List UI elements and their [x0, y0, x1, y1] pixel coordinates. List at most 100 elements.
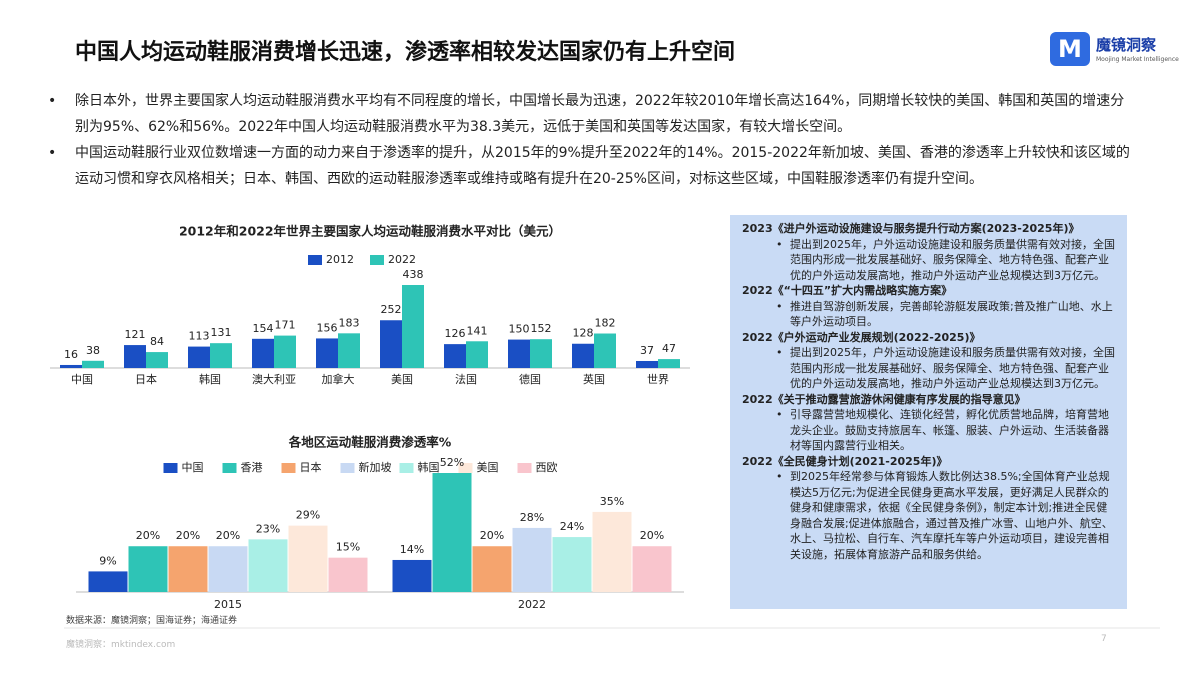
- bar: [248, 539, 288, 592]
- x-tick-label: 2015: [214, 598, 242, 611]
- bar: [168, 546, 208, 592]
- data-label: 183: [339, 316, 360, 329]
- bar: [512, 527, 552, 592]
- data-label: 154: [253, 322, 274, 335]
- bar: [82, 360, 104, 368]
- data-label: 23%: [256, 522, 280, 535]
- bar: [88, 571, 128, 592]
- bar: [188, 346, 210, 368]
- x-tick-label: 2022: [518, 598, 546, 611]
- timeline-item: 2022《“十四五”扩大内需战略实施方案》推进自驾游创新发展，完善邮轮游艇发展政…: [742, 283, 1117, 330]
- legend-swatch: [340, 463, 355, 473]
- bar: [432, 473, 472, 592]
- legend-label: 2022: [388, 253, 416, 266]
- data-label: 84: [150, 335, 164, 348]
- timeline-title: 《全民健身计划(2021-2025年)》: [772, 454, 948, 468]
- x-tick-label: 法国: [455, 372, 477, 386]
- timeline-title: 《关于推动露营旅游休闲健康有序发展的指导意见》: [772, 392, 1026, 406]
- timeline-title: 《“十四五”扩大内需战略实施方案》: [772, 284, 953, 297]
- bar: [444, 344, 466, 368]
- chart-title: 各地区运动鞋服消费渗透率%: [288, 435, 452, 450]
- page-number: 7: [1101, 634, 1107, 644]
- bullet-list: 除日本外，世界主要国家人均运动鞋服消费水平均有不同程度的增长，中国增长最为迅速，…: [48, 88, 1138, 192]
- bar: [392, 559, 432, 592]
- legend-swatch: [281, 463, 296, 473]
- bar: [592, 511, 632, 592]
- timeline-heading: 2022《关于推动露营旅游休闲健康有序发展的指导意见》: [742, 392, 1117, 408]
- x-tick-label: 加拿大: [322, 372, 355, 386]
- x-tick-label: 德国: [519, 372, 541, 386]
- data-label: 37: [640, 344, 654, 357]
- bar: [208, 546, 248, 592]
- data-label: 171: [275, 319, 296, 332]
- bar: [380, 320, 402, 368]
- timeline-text: 引导露营营地规模化、连锁化经营，孵化优质营地品牌，培育营地龙头企业。鼓励支持旅居…: [742, 407, 1117, 454]
- legend-swatch: [222, 463, 237, 473]
- bar: [636, 360, 658, 368]
- data-label: 438: [403, 268, 424, 281]
- data-label: 15%: [336, 541, 360, 554]
- timeline-year: 2022: [742, 284, 773, 297]
- legend-label: 中国: [182, 461, 204, 474]
- policy-timeline: 2023《进户外运动设施建设与服务提升行动方案(2023-2025年)》提出到2…: [742, 221, 1117, 562]
- data-label: 152: [531, 322, 552, 335]
- legend-label: 韩国: [418, 460, 440, 474]
- footer-site: 魔镜洞察：mktindex.com: [66, 640, 176, 650]
- bar: [274, 335, 296, 368]
- x-tick-label: 美国: [391, 373, 413, 386]
- data-label: 128: [573, 327, 594, 340]
- data-label: 28%: [520, 511, 544, 524]
- data-label: 14%: [400, 543, 424, 556]
- bar: [128, 546, 168, 592]
- data-label: 131: [211, 326, 232, 339]
- bar: [572, 343, 594, 368]
- x-tick-label: 世界: [647, 373, 669, 386]
- legend-label: 日本: [300, 460, 322, 474]
- data-label: 29%: [296, 509, 320, 522]
- bar: [146, 352, 168, 368]
- timeline-item: 2022《户外运动产业发展规划(2022-2025)》提出到2025年，户外运动…: [742, 330, 1117, 392]
- timeline-text: 提出到2025年，户外运动设施建设和服务质量供需有效对接，全国范围内形成一批发展…: [742, 237, 1117, 284]
- logo-icon: [1050, 32, 1090, 66]
- timeline-year: 2022: [742, 330, 773, 344]
- timeline-text: 提出到2025年，户外运动设施建设和服务质量供需有效对接，全国范围内形成一批发展…: [742, 345, 1117, 392]
- timeline-text: 推进自驾游创新发展，完善邮轮游艇发展政策;普及推广山地、水上等户外运动项目。: [742, 299, 1117, 330]
- bar: [328, 557, 368, 592]
- bar: [402, 285, 424, 368]
- bullet: 中国运动鞋服行业双位数增速一方面的动力来自于渗透率的提升，从2015年的9%提升…: [48, 140, 1138, 192]
- data-label: 16: [64, 348, 78, 361]
- data-label: 20%: [480, 529, 504, 542]
- data-label: 20%: [216, 529, 240, 542]
- bar: [60, 364, 82, 368]
- bar: [316, 338, 338, 368]
- timeline-year: 2023: [742, 222, 773, 235]
- legend-swatch: [308, 255, 322, 265]
- bar: [472, 546, 512, 592]
- bar: [210, 343, 232, 368]
- bullet: 除日本外，世界主要国家人均运动鞋服消费水平均有不同程度的增长，中国增长最为迅速，…: [48, 88, 1138, 140]
- legend-swatch: [370, 255, 384, 265]
- data-label: 38: [86, 344, 100, 357]
- bar: [124, 345, 146, 368]
- legend-label: 美国: [477, 461, 499, 474]
- timeline-year: 2022: [742, 454, 773, 468]
- x-tick-label: 日本: [135, 372, 157, 386]
- bar: [288, 525, 328, 592]
- bar: [252, 338, 274, 368]
- legend-swatch: [163, 463, 178, 473]
- data-label: 52%: [440, 456, 464, 469]
- legend-label: 香港: [241, 461, 263, 474]
- logo-letter: M: [1058, 35, 1082, 63]
- bar: [466, 341, 488, 368]
- x-tick-label: 韩国: [199, 372, 221, 386]
- timeline-item: 2022《关于推动露营旅游休闲健康有序发展的指导意见》引导露营营地规模化、连锁化…: [742, 392, 1117, 454]
- x-tick-label: 中国: [71, 373, 93, 386]
- legend-label: 西欧: [536, 461, 558, 474]
- data-label: 252: [381, 303, 402, 316]
- bar: [508, 339, 530, 368]
- legend-swatch: [458, 463, 473, 473]
- data-label: 150: [509, 323, 530, 336]
- data-label: 20%: [640, 529, 664, 542]
- x-tick-label: 澳大利亚: [252, 372, 296, 386]
